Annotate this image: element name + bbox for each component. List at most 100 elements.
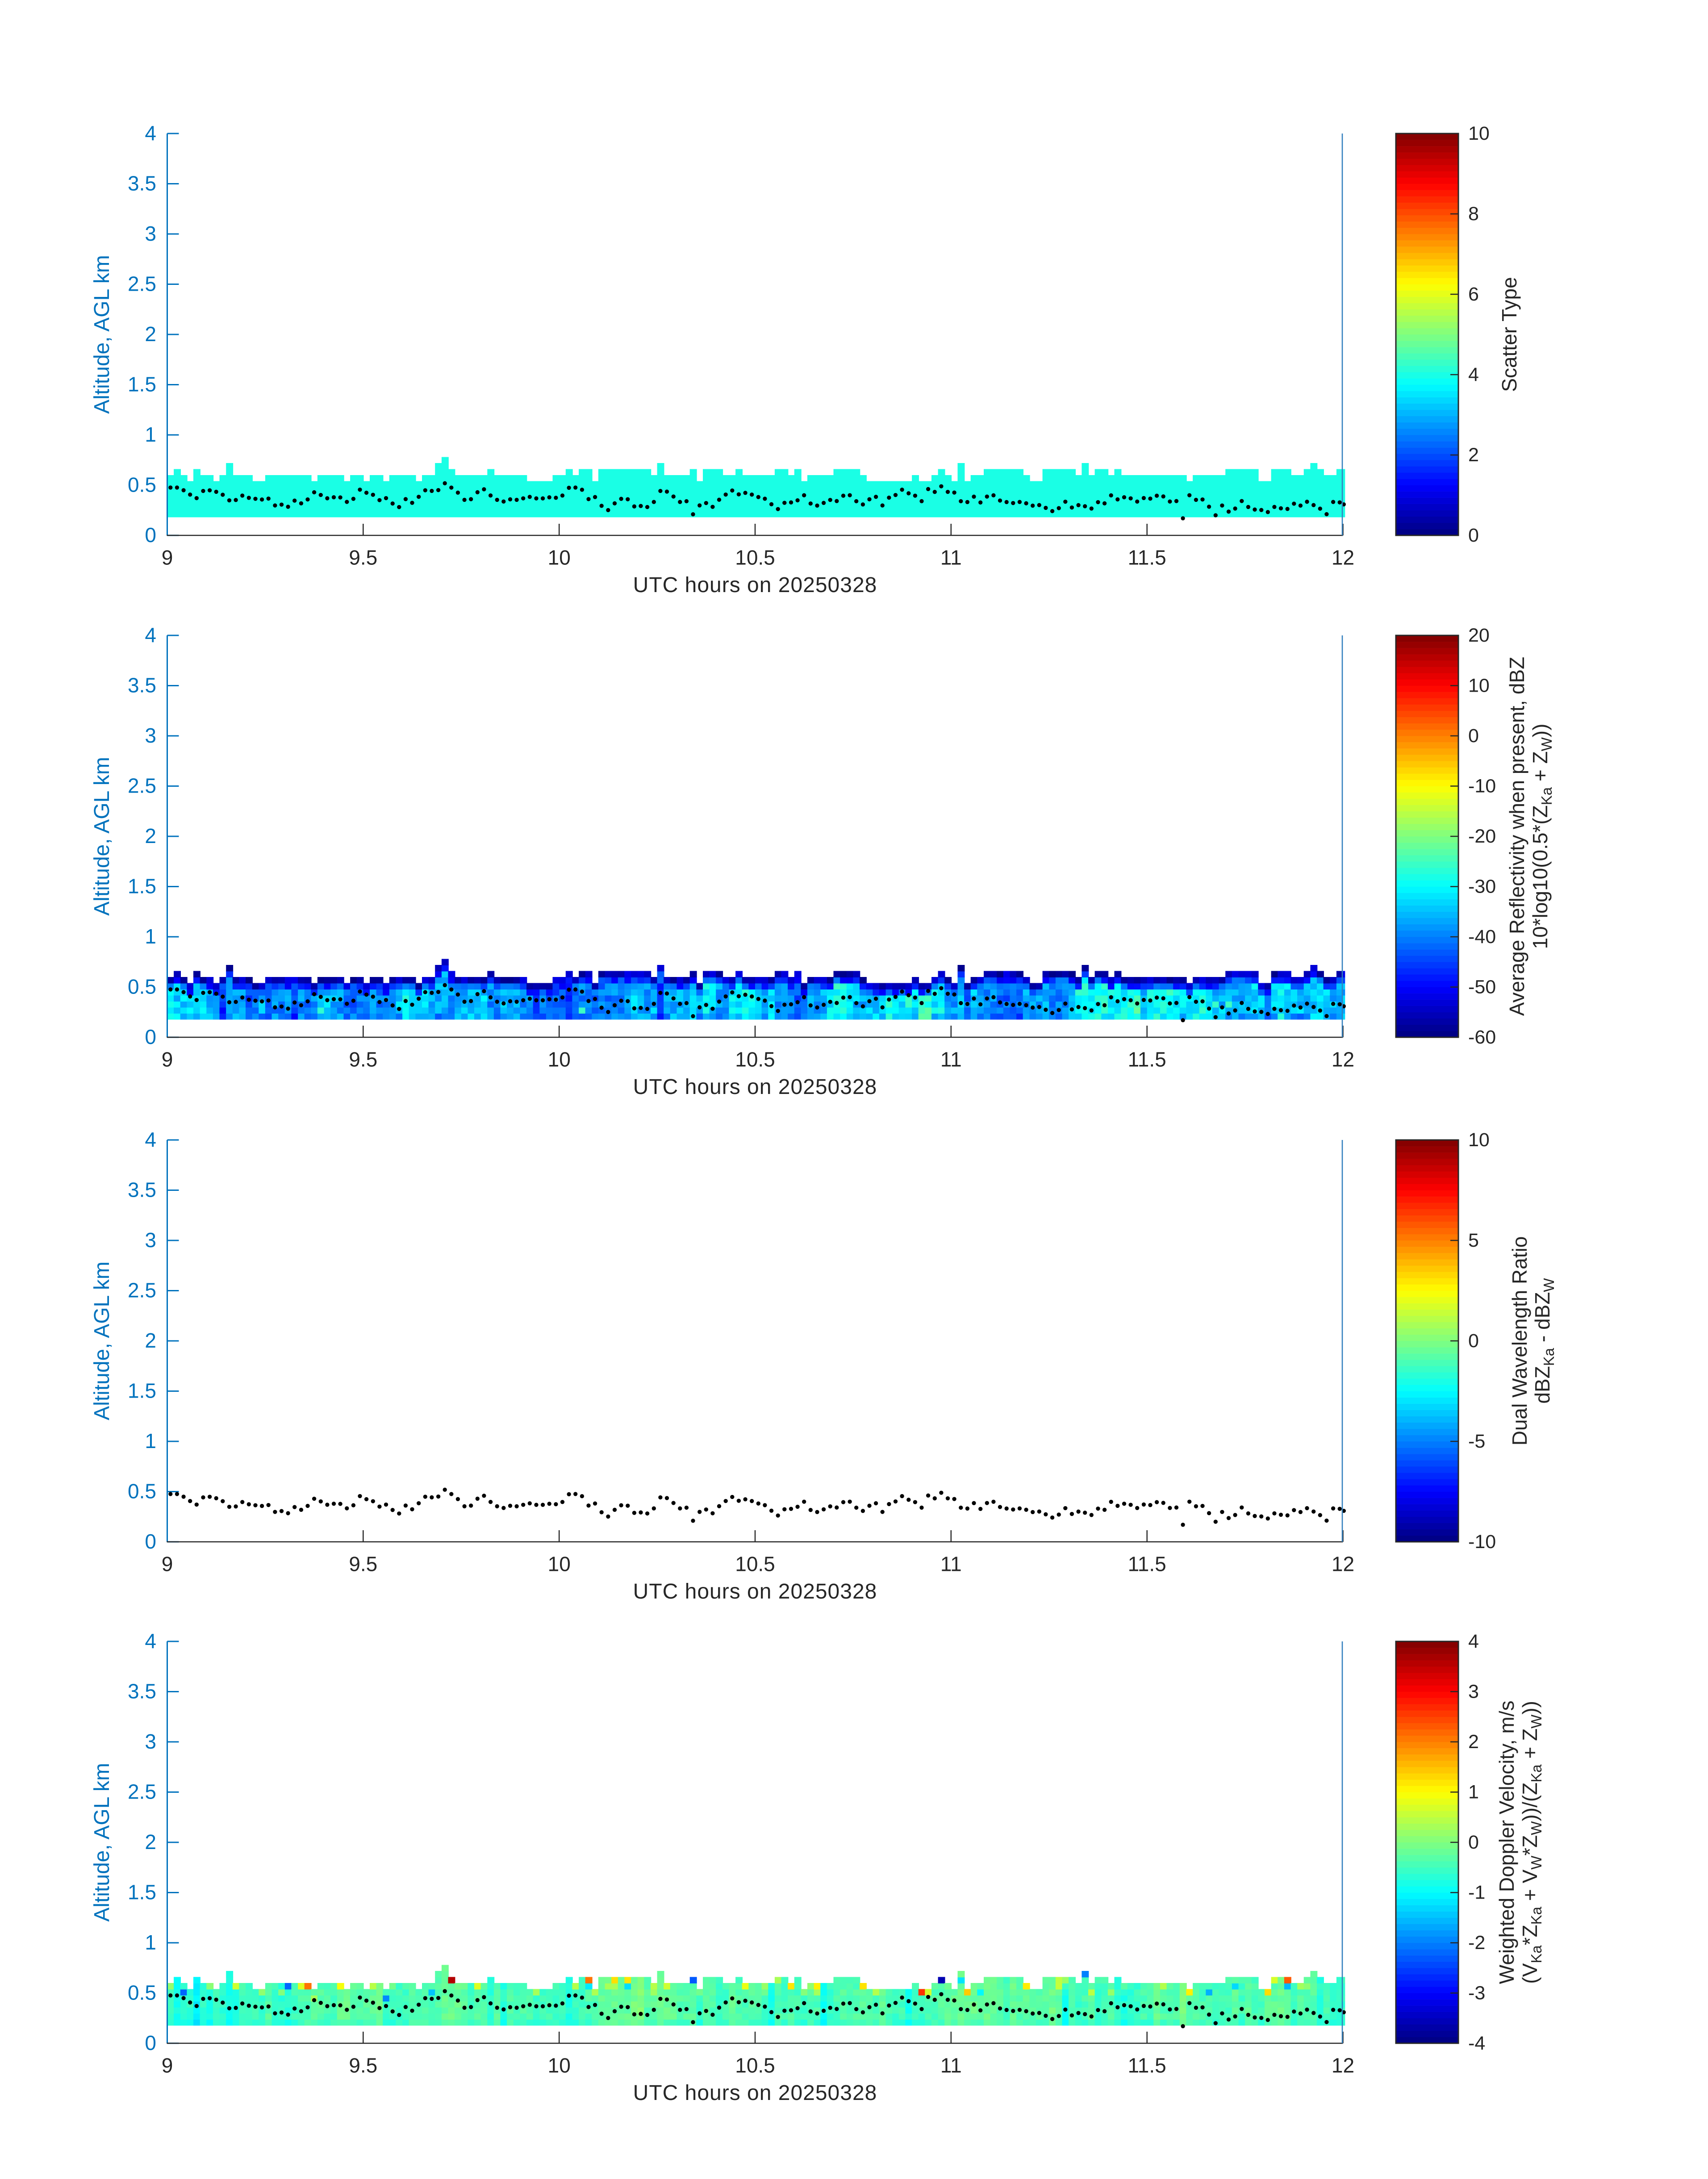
svg-text:-3: -3: [1468, 1982, 1485, 2004]
svg-text:1.5: 1.5: [128, 1880, 156, 1903]
svg-text:Altitude, AGL km: Altitude, AGL km: [90, 757, 114, 916]
svg-text:-10: -10: [1468, 775, 1496, 797]
svg-text:4: 4: [145, 1629, 156, 1653]
svg-text:4: 4: [145, 623, 156, 647]
svg-text:2.5: 2.5: [128, 774, 156, 797]
svg-text:1: 1: [1468, 1781, 1479, 1803]
svg-text:-5: -5: [1468, 1431, 1485, 1452]
svg-text:Altitude, AGL km: Altitude, AGL km: [90, 1261, 114, 1420]
svg-text:6: 6: [1468, 284, 1479, 305]
svg-text:5: 5: [1468, 1230, 1479, 1251]
svg-text:4: 4: [1468, 1631, 1479, 1652]
svg-text:0.5: 0.5: [128, 975, 156, 998]
svg-text:2: 2: [145, 1329, 156, 1352]
svg-text:UTC hours on 20250328: UTC hours on 20250328: [633, 1075, 877, 1099]
svg-text:-20: -20: [1468, 826, 1496, 847]
svg-text:9.5: 9.5: [349, 546, 377, 569]
svg-text:Scatter Type: Scatter Type: [1498, 277, 1521, 392]
svg-text:10: 10: [1468, 123, 1490, 144]
svg-text:11.5: 11.5: [1128, 2054, 1166, 2077]
svg-text:3: 3: [145, 1730, 156, 1753]
svg-text:2: 2: [145, 824, 156, 847]
svg-text:0: 0: [1468, 1330, 1479, 1352]
svg-text:-50: -50: [1468, 976, 1496, 998]
svg-text:12: 12: [1332, 2054, 1354, 2077]
svg-text:10.5: 10.5: [735, 1048, 775, 1071]
svg-text:11: 11: [940, 1048, 962, 1071]
svg-text:9.5: 9.5: [349, 1048, 377, 1071]
svg-text:0: 0: [145, 523, 156, 547]
svg-text:0: 0: [1468, 525, 1479, 546]
svg-text:2.5: 2.5: [128, 1278, 156, 1302]
svg-text:9: 9: [162, 1048, 173, 1071]
svg-text:10: 10: [548, 1048, 571, 1071]
svg-text:10.5: 10.5: [735, 1553, 775, 1576]
svg-text:11: 11: [940, 2054, 962, 2077]
svg-text:2.5: 2.5: [128, 1780, 156, 1803]
svg-text:Average Reflectivity when pres: Average Reflectivity when present, dBZ: [1505, 657, 1528, 1016]
svg-text:0.5: 0.5: [128, 473, 156, 496]
svg-text:3: 3: [145, 1228, 156, 1252]
svg-text:UTC hours on 20250328: UTC hours on 20250328: [633, 1580, 877, 1603]
svg-text:3: 3: [145, 724, 156, 747]
svg-text:8: 8: [1468, 203, 1479, 225]
svg-text:2: 2: [145, 1830, 156, 1853]
svg-text:10: 10: [548, 2054, 571, 2077]
svg-text:3: 3: [1468, 1681, 1479, 1702]
svg-text:UTC hours on 20250328: UTC hours on 20250328: [633, 2081, 877, 2105]
svg-text:-10: -10: [1468, 1531, 1496, 1553]
svg-text:1.5: 1.5: [128, 372, 156, 396]
svg-text:1.5: 1.5: [128, 874, 156, 897]
svg-text:11.5: 11.5: [1128, 1553, 1166, 1576]
svg-text:4: 4: [145, 121, 156, 145]
svg-text:10.5: 10.5: [735, 2054, 775, 2077]
svg-text:Altitude, AGL km: Altitude, AGL km: [90, 255, 114, 414]
svg-text:1: 1: [145, 1931, 156, 1954]
svg-text:3.5: 3.5: [128, 673, 156, 697]
svg-text:2: 2: [1468, 444, 1479, 466]
svg-text:9.5: 9.5: [349, 1553, 377, 1576]
svg-text:10*log10(0.5*(ZKa + ZW)): 10*log10(0.5*(ZKa + ZW)): [1528, 724, 1555, 949]
svg-text:9: 9: [162, 1553, 173, 1576]
svg-text:9: 9: [162, 2054, 173, 2077]
svg-text:dBZKa - dBZW: dBZKa - dBZW: [1531, 1278, 1557, 1404]
svg-text:10: 10: [548, 1553, 571, 1576]
svg-text:4: 4: [1468, 364, 1479, 385]
svg-text:9: 9: [162, 546, 173, 569]
svg-text:-2: -2: [1468, 1932, 1485, 1954]
svg-text:10.5: 10.5: [735, 546, 775, 569]
svg-text:-40: -40: [1468, 926, 1496, 948]
svg-text:3.5: 3.5: [128, 171, 156, 195]
svg-text:12: 12: [1332, 1553, 1354, 1576]
svg-text:10: 10: [1468, 675, 1490, 696]
svg-text:3: 3: [145, 222, 156, 245]
svg-text:11.5: 11.5: [1128, 1048, 1166, 1071]
svg-text:-4: -4: [1468, 2033, 1485, 2054]
svg-text:2.5: 2.5: [128, 272, 156, 295]
svg-text:1.5: 1.5: [128, 1379, 156, 1402]
svg-text:10: 10: [548, 546, 571, 569]
svg-text:9.5: 9.5: [349, 2054, 377, 2077]
svg-text:(VKa*ZKa + VW*ZW))/(ZKa + ZW)): (VKa*ZKa + VW*ZW))/(ZKa + ZW)): [1518, 1701, 1545, 1984]
svg-text:12: 12: [1332, 1048, 1354, 1071]
svg-text:1: 1: [145, 423, 156, 446]
svg-text:0: 0: [145, 2031, 156, 2054]
svg-text:-30: -30: [1468, 876, 1496, 897]
svg-text:3.5: 3.5: [128, 1178, 156, 1201]
svg-text:20: 20: [1468, 625, 1490, 646]
svg-text:0: 0: [145, 1025, 156, 1048]
svg-text:0: 0: [1468, 725, 1479, 747]
svg-text:-1: -1: [1468, 1882, 1485, 1903]
svg-text:-60: -60: [1468, 1027, 1496, 1048]
svg-text:0.5: 0.5: [128, 1981, 156, 2004]
svg-text:0: 0: [1468, 1832, 1479, 1853]
svg-text:3.5: 3.5: [128, 1679, 156, 1703]
svg-text:11: 11: [940, 1553, 962, 1576]
svg-text:4: 4: [145, 1128, 156, 1151]
svg-text:Weighted Doppler Velocity, m/s: Weighted Doppler Velocity, m/s: [1495, 1701, 1518, 1984]
svg-text:10: 10: [1468, 1129, 1490, 1151]
svg-text:0.5: 0.5: [128, 1479, 156, 1503]
svg-text:1: 1: [145, 1429, 156, 1453]
svg-text:UTC hours on 20250328: UTC hours on 20250328: [633, 573, 877, 597]
svg-text:11: 11: [940, 546, 962, 569]
